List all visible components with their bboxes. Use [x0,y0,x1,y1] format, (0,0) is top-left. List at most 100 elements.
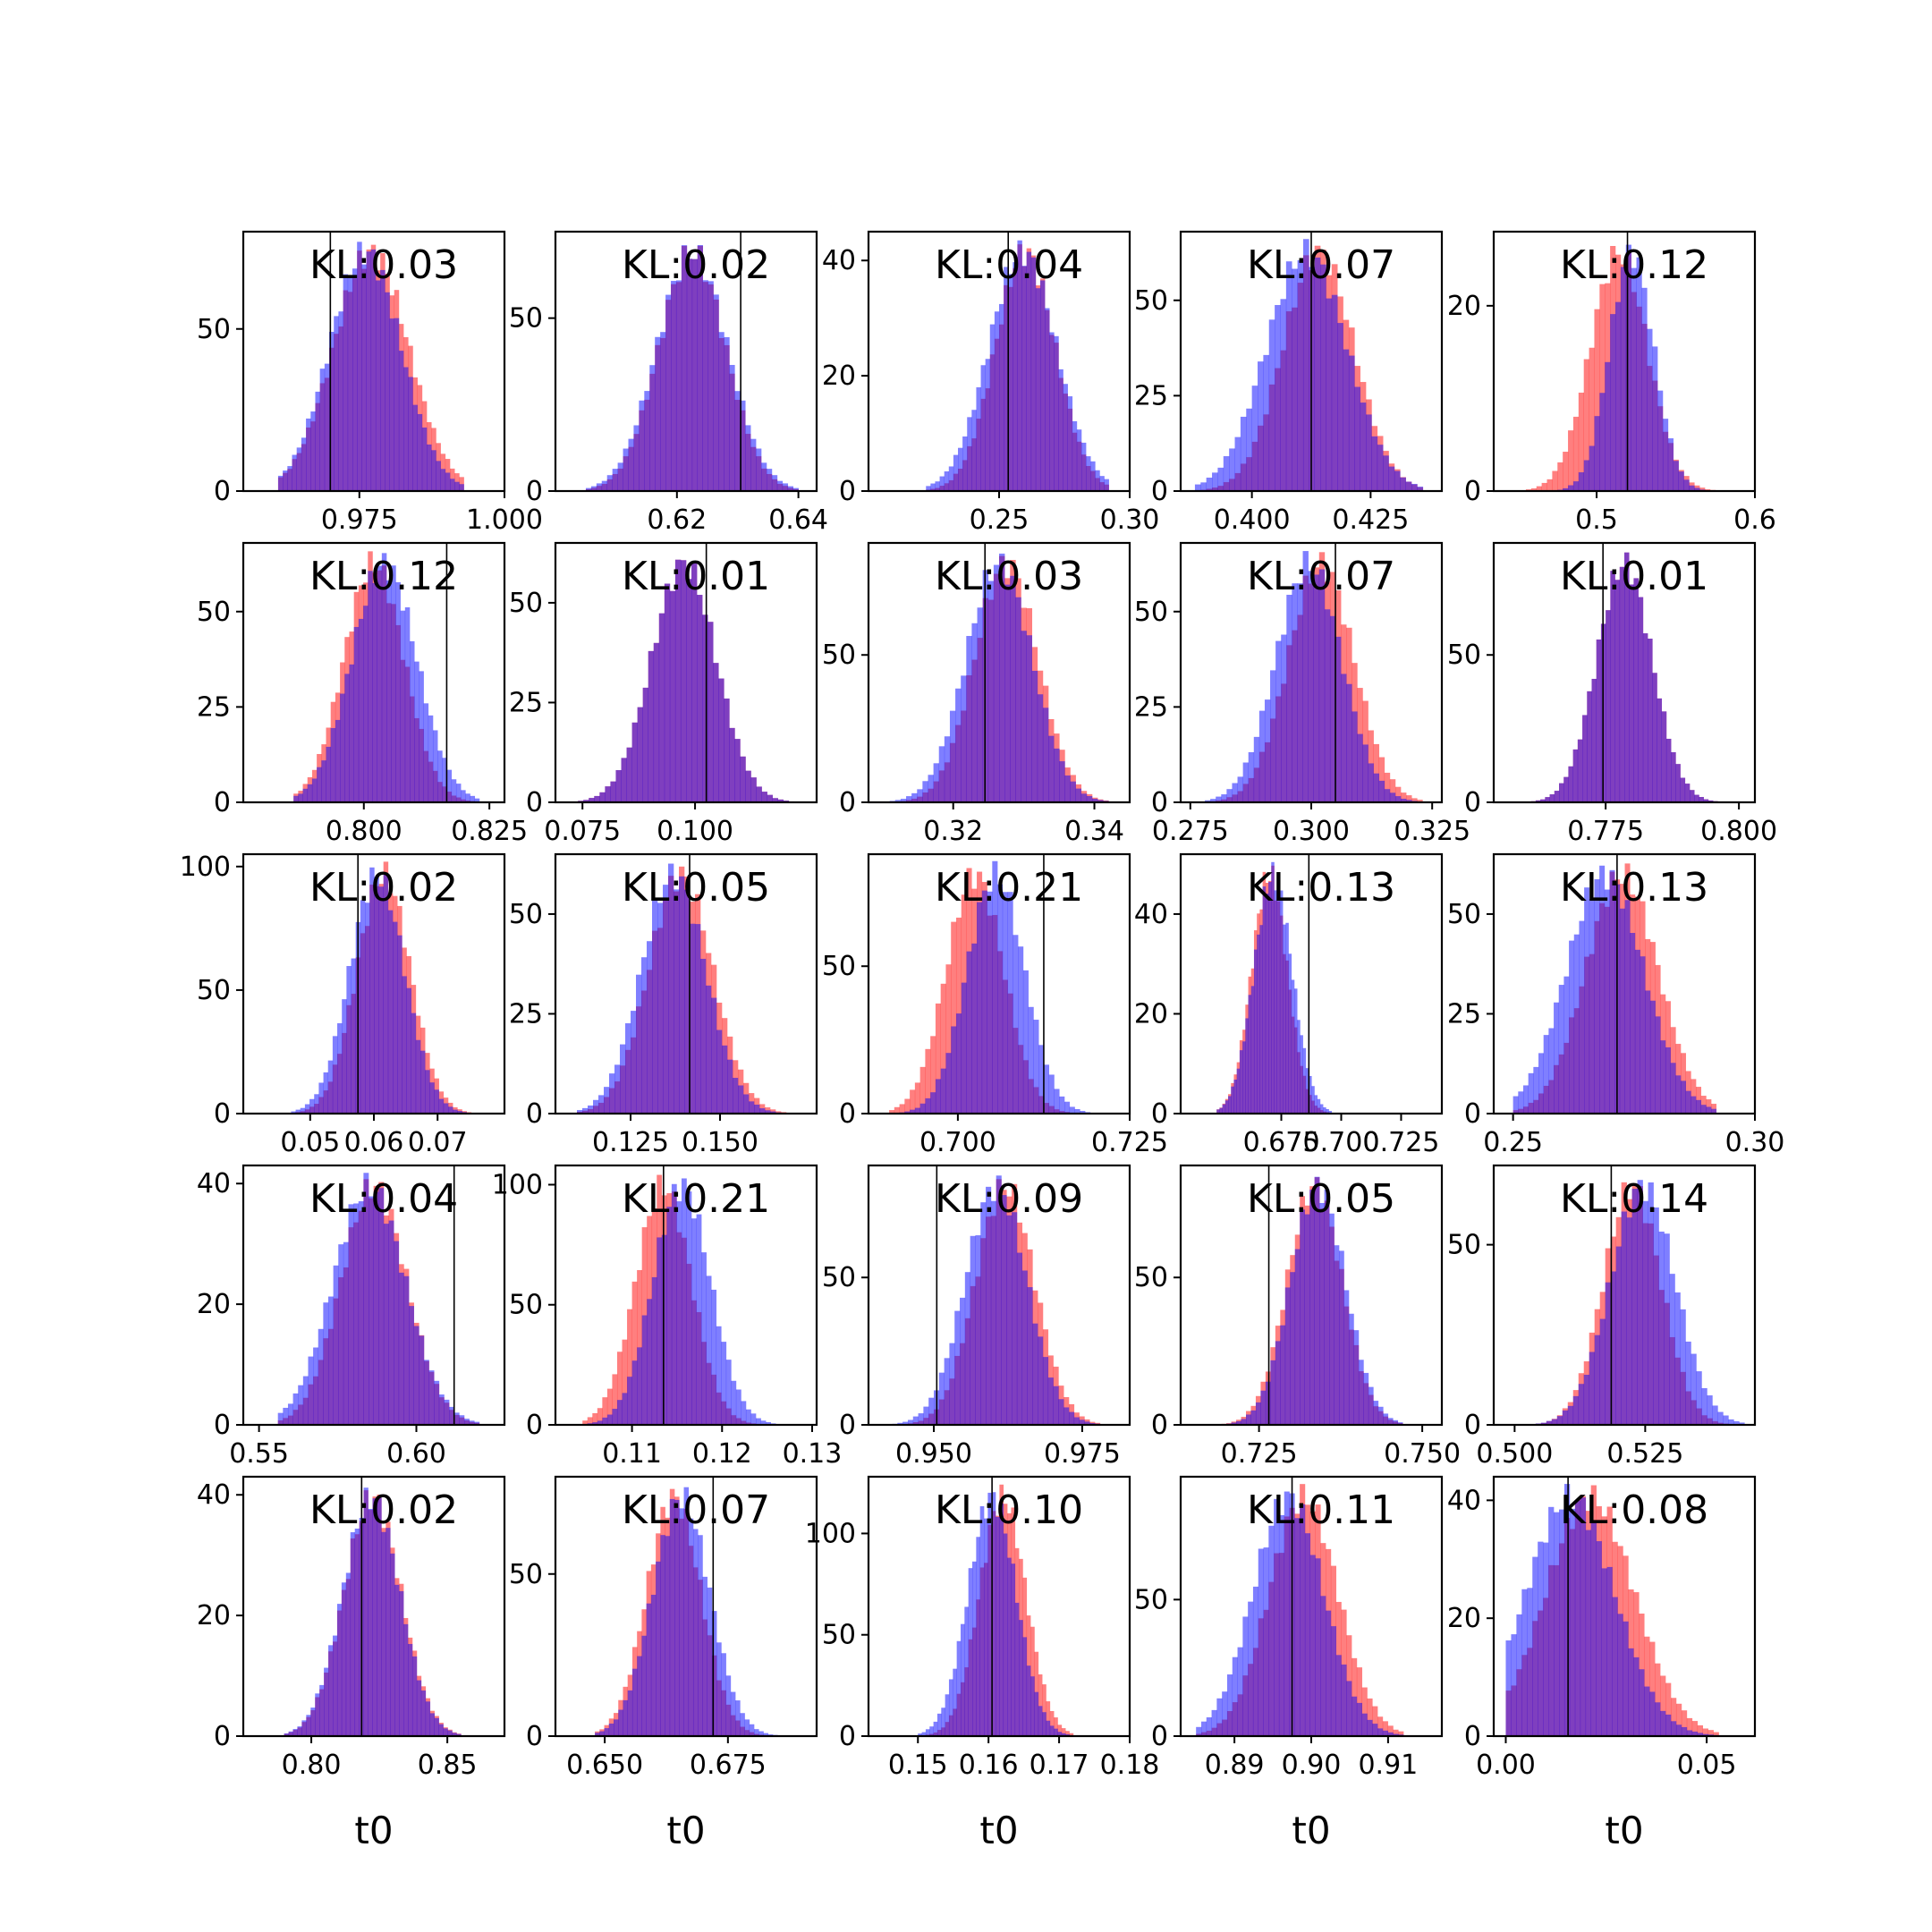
hist-bar-blue [1270,1360,1276,1425]
hist-bar-blue [1631,267,1637,491]
hist-bar-blue [1319,1104,1324,1114]
hist-bar-blue [391,565,396,802]
hist-bar-blue [300,1107,306,1114]
panel-18: 0 50 0.950 0.975 KL:0.09 [822,1164,1131,1470]
x-tick-label: 0.05 [280,1127,340,1158]
hist-bar-blue [961,982,967,1114]
hist-bar-blue [1665,1714,1672,1736]
hist-bar-blue [1599,865,1606,1114]
hist-bar-blue [971,410,977,491]
hist-bar-blue [999,1503,1004,1736]
hist-bar-blue [1232,1657,1238,1736]
y-tick-label: 20 [1447,291,1481,322]
y-tick-label: 50 [1447,899,1481,930]
x-tick-label: 0.150 [682,1127,758,1158]
panel-plot-area [595,1477,783,1736]
hist-bar-red [1367,1698,1373,1736]
hist-bar-blue [648,650,655,802]
hist-bar-blue [980,1202,987,1425]
hist-bar-blue [1280,299,1287,491]
hist-bar-blue [1599,393,1606,491]
hist-bar-blue [1388,466,1395,491]
hist-bar-blue [1206,1717,1212,1736]
hist-bar-blue [293,795,299,802]
hist-bar-blue [966,636,972,802]
hist-bar-blue [361,264,367,491]
hist-bar-blue [679,876,685,1114]
hist-bar-blue [346,966,352,1114]
hist-bar-red [1599,284,1606,491]
hist-bar-blue [1343,349,1350,491]
panel-frame [242,230,506,493]
hist-bar-blue [411,1013,417,1114]
kl-annotation: KL:0.13 [1560,865,1708,911]
hist-bar-blue [1533,1066,1539,1114]
hist-bar-blue [1382,1730,1388,1736]
hist-bar-blue [308,1356,314,1425]
hist-bar-blue [388,1220,394,1425]
hist-bar-red [622,1339,628,1425]
hist-bar-blue [911,792,918,802]
x-tick-label: 0.525 [1606,1438,1683,1470]
hist-bar-blue [588,1105,594,1114]
hist-bar-blue [763,1733,769,1736]
y-tick-label: 25 [197,691,231,723]
hist-bar-blue [1343,1290,1350,1425]
hist-bar-blue [1406,800,1412,802]
panel-frame [867,1475,1131,1738]
y-tick-label: 0 [214,787,231,818]
hist-bar-blue [399,1590,404,1736]
hist-bar-blue [641,1315,648,1425]
hist-bar-blue [1003,1533,1008,1736]
hist-bar-blue [1685,1090,1691,1114]
hist-bar-blue [1231,1422,1237,1425]
hist-bar-blue [1017,240,1022,491]
hist-bar-blue [1311,1086,1315,1114]
hist-bar-red [1417,800,1423,802]
hist-bar-blue [958,447,963,491]
hist-bar-blue [1095,470,1100,491]
hist-bar-blue [787,486,793,491]
hist-bar-blue [1572,481,1580,491]
panel-plot-area [892,1165,1101,1425]
hist-bar-blue [1511,1634,1517,1736]
hist-bar-blue [711,997,717,1114]
y-tick-label: 0 [526,1410,543,1441]
x-tick-label: 0.32 [923,816,983,847]
hist-bar-blue [366,251,372,491]
hist-bar-red [951,921,957,1114]
hist-bar-blue [1283,924,1286,1114]
hist-bar-blue [933,763,940,802]
panel-frame [1492,541,1757,804]
hist-bar-blue [953,454,959,491]
hist-bar-blue [297,1726,302,1736]
hist-bar-red [1691,1721,1699,1736]
hist-bar-blue [604,1087,610,1114]
hist-bar-red [1706,1099,1712,1114]
hist-bar-blue [668,863,674,1114]
hist-bar-blue [1291,979,1295,1114]
hist-bar-blue [1619,566,1625,802]
hist-bar-blue [319,369,326,491]
hist-bar-blue [443,1728,448,1736]
hist-bar-blue [653,642,660,802]
hist-bar-blue [1684,784,1690,802]
hist-bar-blue [1037,694,1044,802]
x-tick-label: 0.725 [1363,1127,1440,1158]
hist-bar-blue [425,1701,431,1736]
hist-bar-blue [1058,369,1063,491]
hist-bar-blue [711,1289,717,1425]
hist-bar-blue [1275,305,1281,491]
y-tick-label: 50 [1447,640,1481,671]
hist-bar-blue [1080,442,1087,491]
x-tick-label: 0.05 [1677,1750,1737,1781]
y-tick-label: 40 [197,1168,231,1199]
hist-bar-blue [616,1400,623,1425]
hist-bar-blue [702,1576,708,1736]
hist-bar-red [1054,1717,1058,1736]
hist-bar-red [1649,1641,1656,1736]
hist-bar-blue [702,280,708,491]
hist-bar-blue [735,1700,741,1736]
hist-bar-blue [283,470,288,491]
hist-bar-blue [408,1643,413,1736]
